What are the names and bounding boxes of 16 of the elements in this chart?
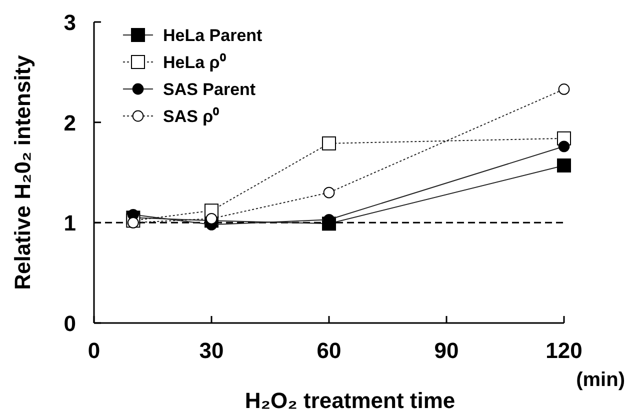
x-tick-label: 0 [88,338,100,363]
y-tick-label: 1 [64,210,76,236]
legend-label: SAS ρ⁰ [163,107,220,126]
legend-label: HeLa Parent [163,26,263,45]
x-tick-label: 60 [316,338,342,363]
text: (min) [576,369,625,391]
x-axis-title: H₂O₂ treatment time [244,388,456,413]
x-tick-label: 90 [434,338,459,363]
y-tick-label: 2 [64,110,76,136]
x-tick-label: 30 [199,338,224,363]
legend-label: SAS Parent [163,80,256,99]
legend-label: HeLa ρ⁰ [163,53,226,72]
y-tick-label: 3 [64,10,76,35]
y-axis-title: Relative H₂0₂ intensity [10,54,35,290]
x-tick-label: 120 [546,338,582,363]
y-tick-label: 0 [64,311,76,336]
